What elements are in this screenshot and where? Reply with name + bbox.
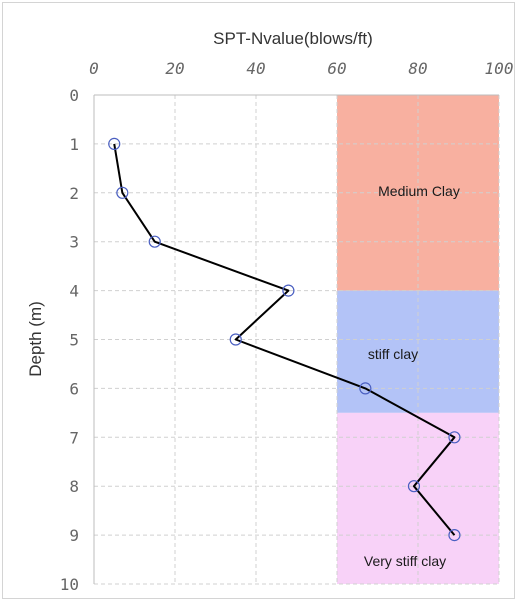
series-layer xyxy=(108,137,461,542)
zone-label-medium-clay: Medium Clay xyxy=(378,183,460,199)
y-tick-label: 2 xyxy=(69,184,79,203)
data-point xyxy=(148,235,161,248)
data-point xyxy=(448,528,461,542)
data-point xyxy=(116,186,129,199)
x-tick-label: 100 xyxy=(485,59,514,78)
spt-depth-chart: 0 20 40 60 80 100 0 1 2 3 4 5 6 7 8 9 10 Medium Clay sti… xyxy=(26,29,513,594)
y-tick-labels: 0 1 2 3 4 5 6 7 8 9 10 xyxy=(60,86,79,594)
y-axis-title: Depth (m) xyxy=(26,301,45,377)
data-point xyxy=(282,284,295,297)
zone-label-very-stiff-clay: Very stiff clay xyxy=(364,553,446,569)
grid-lines xyxy=(94,95,500,585)
x-tick-labels: 0 20 40 60 80 100 xyxy=(89,59,513,78)
data-point xyxy=(229,333,242,346)
y-tick-label: 0 xyxy=(69,86,79,105)
y-tick-label: 4 xyxy=(69,282,79,301)
y-tick-label: 10 xyxy=(60,575,79,594)
data-point xyxy=(407,480,421,493)
y-tick-label: 7 xyxy=(69,428,79,447)
y-tick-label: 6 xyxy=(69,379,79,398)
data-point xyxy=(359,382,372,395)
zone-label-stiff-clay: stiff clay xyxy=(368,346,418,362)
chart-frame: 0 20 40 60 80 100 0 1 2 3 4 5 6 7 8 9 10 Medium Clay sti… xyxy=(2,2,515,599)
x-tick-label: 40 xyxy=(246,59,265,78)
x-axis-title: SPT-Nvalue(blows/ft) xyxy=(213,29,373,48)
y-tick-label: 3 xyxy=(69,233,79,252)
axes xyxy=(93,94,499,584)
x-tick-label: 60 xyxy=(327,59,346,78)
y-tick-label: 5 xyxy=(69,331,79,350)
y-tick-label: 9 xyxy=(69,526,79,545)
y-tick-label: 1 xyxy=(69,135,79,154)
data-point xyxy=(108,137,121,150)
y-tick-label: 8 xyxy=(69,477,79,496)
data-point xyxy=(448,431,461,444)
x-tick-label: 0 xyxy=(89,59,99,78)
zone-labels: Medium Clay stiff clay Very stiff clay xyxy=(364,183,460,569)
x-tick-label: 20 xyxy=(165,59,184,78)
series-line xyxy=(113,143,456,536)
x-tick-label: 80 xyxy=(408,59,427,78)
